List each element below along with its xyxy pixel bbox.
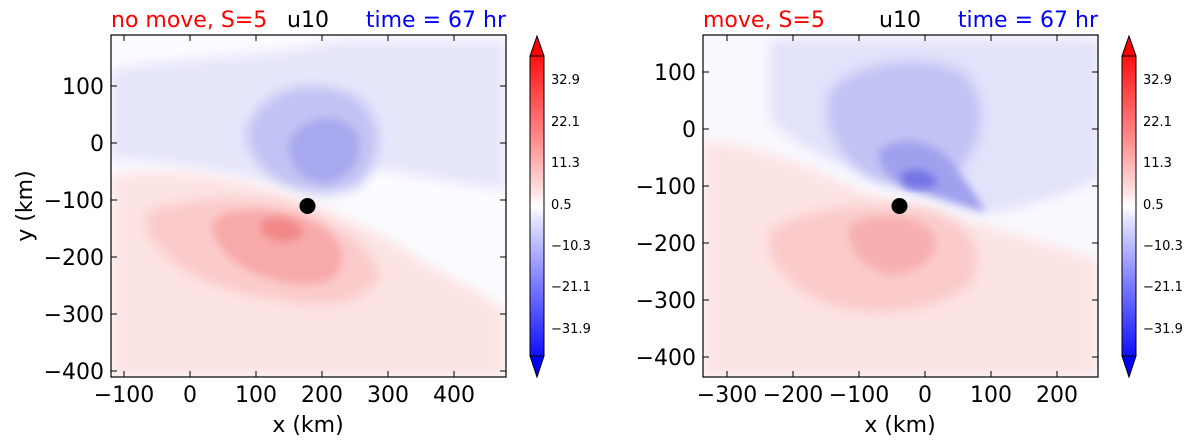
chart-2-x-ticks: −300 −200 −100 0 100 200 [697, 35, 1078, 408]
chart-2-x-tick-label: 200 [1036, 383, 1078, 408]
chart-1-axes-frame [110, 34, 507, 378]
chart-2-colorbar-tick: 0.5 [1143, 198, 1164, 213]
chart-2-colorbar-tick: −31.9 [1143, 322, 1183, 337]
chart-2-title-center: u10 [879, 8, 921, 33]
chart-1: no move, S=5 u10 time = 67 hr [13, 8, 591, 438]
chart-2-title-left: move, S=5 [703, 8, 825, 33]
chart-1-x-tick-label: 400 [433, 383, 475, 408]
chart-1-colorbar-tick: 11.3 [551, 156, 580, 171]
chart-2-x-tick-label: −300 [697, 383, 757, 408]
chart-1-colorbar-tick: −21.1 [551, 280, 591, 295]
chart-2-y-tick-label: 100 [654, 61, 696, 86]
chart-2-y-tick-label: −200 [636, 232, 696, 257]
chart-2-colorbar-tick: −21.1 [1143, 280, 1183, 295]
chart-1-y-tick-label: −300 [44, 303, 104, 328]
chart-2-x-tick-label: 0 [918, 383, 932, 408]
chart-2-y-tick-label: −400 [636, 346, 696, 371]
chart-1-title-right: time = 67 hr [366, 8, 507, 33]
chart-1-y-tick-label: −200 [44, 246, 104, 271]
chart-1-title-center: u10 [287, 8, 329, 33]
chart-1-x-tick-label: 300 [367, 383, 409, 408]
chart-1-x-axis-label: x (km) [272, 413, 343, 438]
chart-2-y-tick-label: −300 [636, 289, 696, 314]
chart-1-colorbar-tick: 32.9 [551, 73, 580, 88]
chart-2-y-tick-label: −100 [636, 175, 696, 200]
chart-2-colorbar-tick: 22.1 [1143, 115, 1172, 130]
chart-1-x-tick-label: 0 [183, 383, 197, 408]
chart-1-title-left: no move, S=5 [111, 8, 267, 33]
chart-1-colorbar-tick: 22.1 [551, 115, 580, 130]
chart-2-colorbar: 32.9 22.1 11.3 0.5 −10.3 −21.1 −31.9 [1121, 34, 1183, 379]
chart-2-x-tick-label: −100 [829, 383, 889, 408]
chart-1-colorbar-tick: −10.3 [551, 239, 591, 254]
chart-2-x-tick-label: −200 [763, 383, 823, 408]
chart-1-y-ticks: 100 0 −100 −200 −300 −400 [44, 75, 506, 385]
chart-2-storm-center-marker [891, 198, 908, 214]
chart-1-colorbar: 32.9 22.1 11.3 0.5 −10.3 −21.1 −31.9 [529, 34, 591, 379]
chart-2-x-tick-label: 100 [970, 383, 1012, 408]
chart-1-y-tick-label: −100 [44, 189, 104, 214]
chart-1-colorbar-tick: 0.5 [551, 198, 572, 213]
chart-2-colorbar-tick: 11.3 [1143, 156, 1172, 171]
chart-1-y-tick-label: −400 [44, 360, 104, 385]
chart-1-x-tick-label: −100 [94, 383, 154, 408]
chart-2-x-axis-label: x (km) [864, 413, 935, 438]
chart-1-x-tick-label: 200 [301, 383, 343, 408]
chart-2-y-ticks: 100 0 −100 −200 −300 −400 [636, 61, 1098, 371]
chart-2-y-tick-label: 0 [682, 118, 696, 143]
chart-1-colorbar-tick: −31.9 [551, 322, 591, 337]
chart-2-axes-frame [702, 34, 1099, 378]
chart-1-field [111, 35, 506, 377]
chart-2: move, S=5 u10 time = 67 hr [636, 8, 1183, 438]
chart-1-y-axis-label: y (km) [13, 170, 38, 241]
chart-2-colorbar-tick: −10.3 [1143, 239, 1183, 254]
chart-2-title-right: time = 67 hr [958, 8, 1099, 33]
chart-1-storm-center-marker [299, 198, 316, 214]
chart-1-y-tick-label: 0 [90, 132, 104, 157]
chart-1-y-tick-label: 100 [62, 75, 104, 100]
chart-1-x-ticks: −100 0 100 200 300 400 [94, 35, 475, 408]
chart-2-colorbar-tick: 32.9 [1143, 73, 1172, 88]
chart-1-x-tick-label: 100 [235, 383, 277, 408]
